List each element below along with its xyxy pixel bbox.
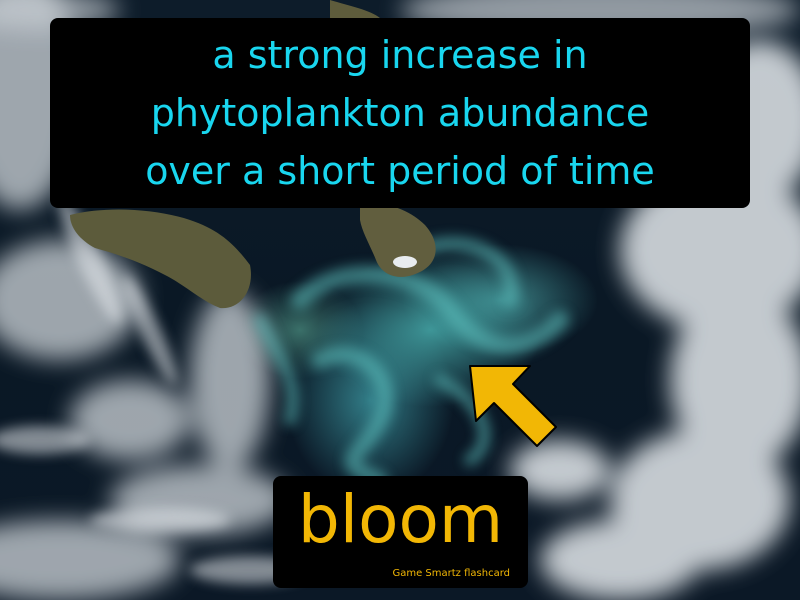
brand-caption: Game Smartz flashcard [392, 568, 510, 579]
term-box: bloom Game Smartz flashcard [273, 476, 528, 588]
landmass [70, 0, 436, 309]
term-title: bloom [297, 481, 504, 558]
definition-line: a strong increase in [212, 33, 588, 77]
arrow-icon [469, 365, 557, 447]
cloud-cover-right [510, 40, 800, 600]
cloud-streaks-left [0, 196, 310, 584]
phytoplankton-bloom [254, 236, 569, 488]
definition-line: phytoplankton abundance [150, 91, 650, 135]
definition-line: over a short period of time [145, 149, 655, 193]
definition-box: a strong increase in phytoplankton abund… [50, 18, 750, 208]
